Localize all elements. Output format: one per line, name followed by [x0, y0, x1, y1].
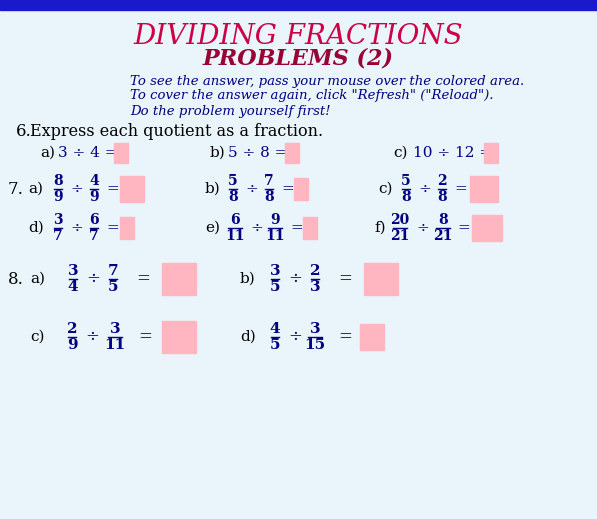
Text: 6.: 6. [16, 122, 32, 140]
Text: 3 ÷ 4 =: 3 ÷ 4 = [58, 146, 118, 160]
FancyBboxPatch shape [294, 178, 308, 200]
Text: =: = [454, 182, 467, 196]
Text: 21: 21 [390, 229, 410, 243]
Text: 4: 4 [270, 322, 281, 336]
FancyBboxPatch shape [162, 321, 196, 353]
Text: ÷: ÷ [288, 270, 302, 288]
Text: 11: 11 [265, 229, 285, 243]
Text: 8: 8 [438, 213, 448, 227]
Text: 3: 3 [310, 280, 321, 294]
Text: 7: 7 [264, 174, 274, 188]
Text: 8: 8 [264, 190, 274, 204]
Text: ÷: ÷ [86, 270, 100, 288]
Text: Do the problem yourself first!: Do the problem yourself first! [130, 104, 331, 117]
Text: 8: 8 [228, 190, 238, 204]
Text: ÷: ÷ [245, 182, 258, 196]
Text: c): c) [30, 330, 45, 344]
Text: =: = [136, 270, 150, 288]
Text: To cover the answer again, click "Refresh" ("Reload").: To cover the answer again, click "Refres… [130, 89, 494, 102]
Text: a): a) [40, 146, 55, 160]
Text: 8: 8 [437, 190, 447, 204]
Text: 6: 6 [230, 213, 240, 227]
Text: 7.: 7. [8, 181, 24, 198]
Text: 15: 15 [304, 338, 325, 352]
Text: b): b) [205, 182, 221, 196]
Text: 8: 8 [53, 174, 63, 188]
FancyBboxPatch shape [303, 217, 317, 239]
Text: DIVIDING FRACTIONS: DIVIDING FRACTIONS [133, 22, 463, 49]
Text: PROBLEMS (2): PROBLEMS (2) [202, 47, 393, 69]
Text: d): d) [240, 330, 256, 344]
Text: 11: 11 [104, 338, 125, 352]
Text: To see the answer, pass your mouse over the colored area.: To see the answer, pass your mouse over … [130, 75, 524, 88]
Text: d): d) [28, 221, 44, 235]
Text: b): b) [210, 146, 226, 160]
Text: ÷: ÷ [250, 221, 263, 235]
Text: b): b) [240, 272, 256, 286]
Text: =: = [138, 329, 152, 346]
Text: 10 ÷ 12 =: 10 ÷ 12 = [413, 146, 492, 160]
Text: 3: 3 [110, 322, 121, 336]
Text: ÷: ÷ [70, 221, 83, 235]
Text: 5: 5 [401, 174, 411, 188]
Text: =: = [281, 182, 294, 196]
Text: =: = [290, 221, 303, 235]
Text: 9: 9 [270, 213, 280, 227]
Text: 2: 2 [67, 322, 77, 336]
Bar [0, 0, 597, 10]
Text: 5 ÷ 8 =: 5 ÷ 8 = [228, 146, 287, 160]
Text: 7: 7 [53, 229, 63, 243]
Text: 9: 9 [89, 190, 99, 204]
Text: 9: 9 [53, 190, 63, 204]
Text: 7: 7 [107, 264, 118, 278]
Text: 5: 5 [270, 338, 280, 352]
Text: 2: 2 [437, 174, 447, 188]
FancyBboxPatch shape [162, 263, 196, 295]
FancyBboxPatch shape [114, 143, 128, 163]
Text: f): f) [374, 221, 386, 235]
Text: ÷: ÷ [288, 329, 302, 346]
Text: 7: 7 [89, 229, 99, 243]
FancyBboxPatch shape [285, 143, 299, 163]
Text: 11: 11 [225, 229, 245, 243]
Text: ÷: ÷ [85, 329, 99, 346]
Text: c): c) [393, 146, 408, 160]
FancyBboxPatch shape [360, 324, 384, 350]
Text: 4: 4 [89, 174, 99, 188]
Text: Express each quotient as a fraction.: Express each quotient as a fraction. [30, 122, 323, 140]
Text: 6: 6 [89, 213, 99, 227]
Text: 5: 5 [228, 174, 238, 188]
Text: 4: 4 [67, 280, 78, 294]
Text: 20: 20 [390, 213, 410, 227]
Text: 3: 3 [310, 322, 321, 336]
Text: 5: 5 [270, 280, 280, 294]
Text: =: = [106, 182, 119, 196]
FancyBboxPatch shape [364, 263, 398, 295]
Text: 3: 3 [270, 264, 281, 278]
Text: 3: 3 [53, 213, 63, 227]
Text: ÷: ÷ [418, 182, 431, 196]
FancyBboxPatch shape [484, 143, 498, 163]
Text: =: = [338, 270, 352, 288]
Text: c): c) [378, 182, 392, 196]
Text: 2: 2 [310, 264, 320, 278]
Text: ÷: ÷ [70, 182, 83, 196]
FancyBboxPatch shape [120, 176, 144, 202]
FancyBboxPatch shape [120, 217, 134, 239]
FancyBboxPatch shape [470, 176, 498, 202]
FancyBboxPatch shape [472, 215, 502, 241]
Text: 8: 8 [401, 190, 411, 204]
Text: 9: 9 [67, 338, 78, 352]
Text: a): a) [28, 182, 43, 196]
Text: e): e) [205, 221, 220, 235]
Text: a): a) [30, 272, 45, 286]
Text: =: = [338, 329, 352, 346]
Text: =: = [457, 221, 470, 235]
Text: 8.: 8. [8, 270, 24, 288]
Text: 5: 5 [107, 280, 118, 294]
Text: =: = [106, 221, 119, 235]
Text: ÷: ÷ [416, 221, 429, 235]
Text: 3: 3 [67, 264, 78, 278]
Text: 21: 21 [433, 229, 453, 243]
